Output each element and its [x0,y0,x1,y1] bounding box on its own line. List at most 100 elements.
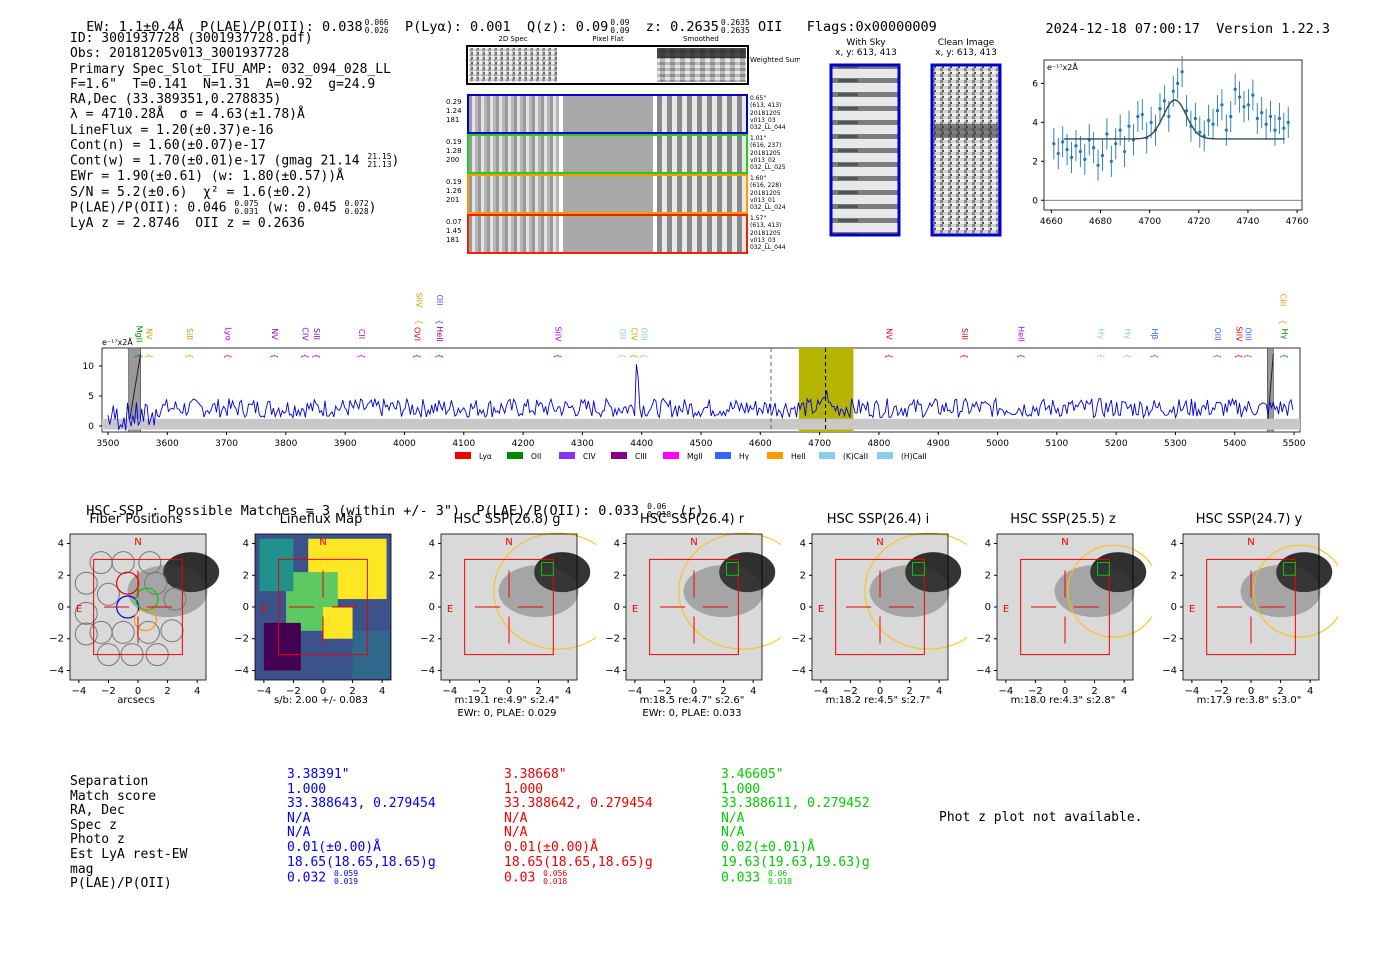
header-bar: EW: 1.1±0.4Å P(LAE)/P(OII): 0.038 0.066 0.… [70,3,937,36]
hsc-ytick: 2 [985,570,991,581]
line-fit-ytick: 0 [1032,196,1038,206]
svg-text:NV: NV [145,328,154,340]
cutout-rows: 0.29 1.24 181 0.65" (613, 413) 20181205 v013_0… [440,94,800,256]
match-plae: 0.03 [504,870,536,886]
match-value: 3.38391" [287,767,350,782]
header-z-lo: 0.2635 [720,26,750,35]
line-fit-xtick: 4660 [1040,217,1063,227]
aperture-box [464,558,554,656]
svg-text:{: { [185,353,194,358]
match-value: 0.033 0.06 0.018 [721,870,870,886]
info-ewr: EWr = 1.90(±0.61) (w: 1.80(±0.57))Å [70,169,344,185]
line-fit-axes [1043,59,1303,211]
hsc-panel-caption-1: m:18.2 re:4.5" s:2.7" [825,695,931,706]
match-value: 33.388642, 0.279454 [504,796,653,812]
match-plae-lo: 0.018 [767,877,793,887]
cutout-row-stats: 0.19 1.28 200 [446,138,462,165]
aperture-box [649,558,739,656]
match-value: 3.38668" [504,767,567,782]
line-fit-point [1127,124,1131,128]
meta-sep: 1.01" [750,135,767,142]
svg-text:{: { [554,353,563,358]
hsc-xtick: 4 [379,686,385,697]
svg-text:NV: NV [270,328,279,340]
hsc-xtick: 4 [1121,686,1127,697]
match-value: N/A [721,825,745,841]
line-fit-xtick: 4720 [1187,217,1210,227]
cutout-row-meta: 0.65" (613, 413) 20181205 v013_03 032_LL_044 [750,95,786,131]
line-fit-point [1078,149,1082,154]
svg-text:{: { [1213,353,1222,358]
line-fit-point [1273,128,1277,132]
line-fit-point [1255,116,1259,121]
hsc-summary-lo: 0.018 [647,510,672,519]
line-fit-plot: 4660 4680 4700 4720 4740 4760 0 2 4 6 e⁻¹⁷x2Å [1032,56,1309,227]
emission-line-label: SiIV { [1235,326,1244,358]
svg-text:{: { [435,353,444,358]
hsc-ytick: −4 [791,665,806,676]
cutout-col-smooth: Smoothed [683,35,719,43]
svg-text:{: { [1235,353,1244,358]
east-label: E [76,604,82,615]
line-fit-point [1061,140,1065,144]
hsc-ytick: 2 [1171,570,1177,581]
spectrum-legend-entry: Hγ [715,452,750,461]
hsc-ytick: 4 [243,539,249,550]
line-fit-point [1233,87,1237,91]
hsc-summary-text: HSC-SSP : Possible Matches = 3 (within +… [86,503,639,519]
match-marker [912,562,925,576]
line-fit-point [1246,103,1251,107]
cutout-row-frame [467,174,748,214]
svg-text:CIV: CIV [583,452,596,461]
spectrum-xtick: 3900 [334,439,357,449]
emission-line-label: OIII { [640,327,649,358]
cutout-row: 0.29 1.24 181 0.65" (613, 413) 20181205 v013_0… [440,94,800,134]
stat-b: 1.24 [446,107,462,115]
spectrum-xtick: 4300 [571,439,594,449]
line-fit-ytick: 2 [1032,157,1038,167]
match-label: Match score [70,788,157,804]
spectrum-xtick: 3700 [215,439,238,449]
info-lineflux: LineFlux = 1.20(±0.37)e-16 [70,122,274,138]
full-spectrum-plot: 3500 3600 3700 3800 3900 4000 4100 4200 4300 4400… [83,292,1306,461]
hsc-ytick: −4 [420,665,435,676]
spectrum-legend-entry: Lyα [455,452,492,461]
match-label: Spec z [70,817,117,833]
hsc-panel-title: HSC SSP(24.7) y [1195,512,1303,527]
spectrum-xtick: 4700 [808,439,831,449]
aperture-box [1206,558,1296,656]
svg-text:{: { [270,353,279,358]
hsc-ytick: 4 [429,539,435,550]
spectrum-xtick: 4900 [927,439,950,449]
svg-text:OVI: OVI [413,327,422,341]
spectrum-legend-entry: (K)CaII [819,452,868,461]
hsc-xtick: 4 [565,686,571,697]
svg-text:{: { [223,353,232,358]
spectrum-xtick: 4600 [749,439,772,449]
info-plae-w-lo: 0.028 [344,206,369,216]
match-marker [1097,562,1110,576]
hsc-panel: Lineflux Map s/b: 2.00 +/- 0.083 N E −4 −4 −2 −… [225,512,410,732]
match-value: N/A [504,810,528,826]
spectrum-legend-entry: CIII [611,452,647,461]
hsc-ytick: 0 [800,602,806,613]
spectrum-xtick: 3600 [156,439,179,449]
east-label: E [1003,604,1009,615]
line-fit-point [1149,120,1153,124]
line-fit-point [1184,109,1189,113]
hsc-ytick: −2 [791,634,806,645]
line-fit-point [1215,109,1220,113]
emission-line-label: CIV { [300,327,309,358]
hsc-xtick: 2 [720,686,726,697]
match-col-2: 3.38668" 1.000 33.388642, 0.279454 N/A N/A 0.… [504,767,653,886]
hsc-ytick: 0 [614,602,620,613]
header-qz-hi: 0.09 [610,18,630,27]
svg-text:HeII: HeII [1016,326,1025,342]
hsc-ytick: −4 [976,665,991,676]
hsc-panel: HSC SSP(26.4) i m:18.2 re:4.5" s:2.7" N E −4… [782,512,967,732]
east-label: E [261,604,267,615]
emission-line-label: NV { [885,328,894,358]
hsc-cutout-image: N E −4 −4 −2 −2 0 0 2 2 4 4 [420,532,596,697]
hsc-summary: HSC-SSP : Possible Matches = 3 (within +… [70,487,703,520]
svg-text:CIV: CIV [630,327,639,341]
